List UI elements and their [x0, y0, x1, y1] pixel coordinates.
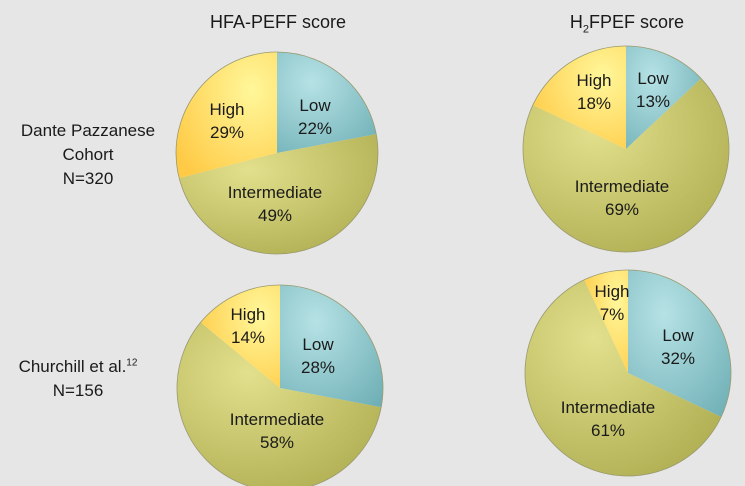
pie-slice-label-intermediate: Intermediate 49%	[228, 183, 323, 225]
row-label-line: N=156	[52, 381, 104, 400]
pie-slice-high	[176, 52, 277, 179]
column-title-h2fpef: H2FPEF score	[507, 12, 745, 36]
column-title-text: HFA-PEFF score	[209, 12, 347, 32]
pie-slice-label-high: High 14%	[231, 305, 266, 347]
pie-slice-label-low: Low 32%	[661, 326, 695, 368]
pie-slice-low	[277, 52, 377, 153]
pie-outline	[524, 269, 732, 477]
pie-outline	[175, 51, 379, 255]
pie-outline	[522, 45, 730, 253]
pie-slice-label-high: High 29%	[210, 100, 245, 142]
pie-slice-intermediate	[523, 78, 729, 253]
column-title-subscript: 2	[582, 23, 590, 36]
pie-slice-low	[280, 285, 383, 408]
row-label-line: Cohort	[62, 145, 114, 164]
pie-slice-high	[532, 46, 626, 149]
pie-slice-intermediate	[525, 279, 722, 476]
pie-slice-label-low: Low 28%	[301, 335, 335, 377]
pie-slice-label-intermediate: Intermediate 69%	[575, 177, 670, 219]
column-title-suffix: FPEF score	[589, 12, 685, 32]
row-label-line: Churchill et al.12	[0, 355, 158, 379]
pie-slice-intermediate	[177, 322, 382, 486]
pie-slice-low	[628, 270, 731, 417]
row-label-churchill: Churchill et al.12 N=156	[0, 355, 158, 403]
pie-slice-label-low: Low 13%	[636, 69, 670, 111]
row-label-text: Churchill et al.	[18, 357, 127, 376]
column-title-hfa-peff: HFA-PEFF score	[158, 12, 398, 33]
pie-slice-label-intermediate: Intermediate 58%	[230, 410, 325, 452]
pie-slice-low	[626, 46, 702, 149]
pie-slice-label-high: High 18%	[577, 71, 612, 113]
pie-slice-high	[200, 285, 280, 388]
pie-slice-label-high: High 7%	[595, 282, 630, 324]
row-label-dante-pazzanese: Dante Pazzanese Cohort N=320	[8, 119, 168, 191]
column-title-prefix: H	[569, 12, 583, 32]
row-label-line: N=320	[62, 169, 114, 188]
pie-slice-intermediate	[179, 134, 378, 254]
row-label-line: Dante Pazzanese	[20, 121, 156, 140]
pie-slice-high	[584, 270, 628, 373]
pie-slice-label-low: Low 22%	[298, 96, 332, 138]
pie-outline	[176, 284, 384, 486]
pie-slice-label-intermediate: Intermediate 61%	[561, 398, 656, 440]
row-label-superscript: 12	[126, 357, 138, 369]
